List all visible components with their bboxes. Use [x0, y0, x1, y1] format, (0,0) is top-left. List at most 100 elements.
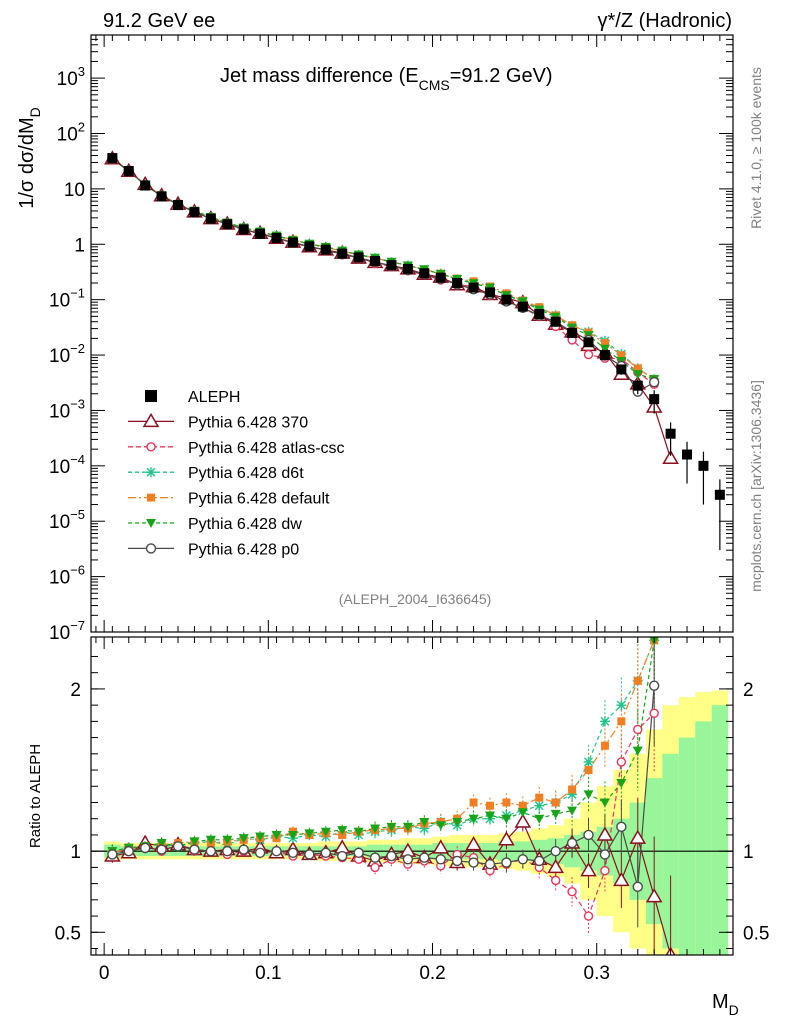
x-tick-label: 0.2 — [419, 963, 445, 984]
marker-circle — [147, 443, 155, 451]
data-point — [403, 264, 413, 274]
marker-star — [600, 716, 610, 726]
data-point — [157, 191, 167, 201]
marker-square — [502, 798, 510, 806]
marker-circle — [650, 709, 658, 717]
data-point — [304, 241, 314, 251]
analysis-id: (ALEPH_2004_I636645) — [339, 591, 492, 607]
marker-square — [470, 798, 478, 806]
series-line-ratio — [112, 713, 654, 916]
data-point — [239, 224, 249, 234]
marker-star — [584, 757, 594, 767]
chart-title-sub: CMS — [419, 77, 450, 93]
y-tick-label: 1 — [74, 235, 85, 256]
data-point — [189, 207, 199, 217]
marker-star — [616, 700, 626, 710]
y-tick-label: 10−7 — [49, 618, 85, 644]
x-axis-label-main: M — [712, 991, 729, 1013]
marker-open-circle — [633, 882, 642, 891]
data-point — [452, 278, 462, 288]
marker-open-circle — [617, 822, 626, 831]
ratio-tick-label-left: 1 — [70, 842, 81, 863]
series-markers-top — [107, 154, 659, 384]
marker-circle — [585, 912, 593, 920]
data-point — [698, 461, 708, 471]
jet-mass-chart: 0 0.1 0.2 0.310310210110−110−210−310−410−51… — [0, 0, 786, 1024]
data-point — [469, 283, 479, 293]
ratio-tick-label-right: 0.5 — [743, 923, 769, 944]
marker-circle — [371, 863, 379, 871]
data-point — [321, 245, 331, 255]
marker-square — [634, 677, 642, 685]
marker-square — [147, 494, 155, 502]
marker-square — [617, 717, 625, 725]
marker-open-circle — [338, 852, 347, 861]
marker-star — [146, 467, 156, 477]
marker-open-circle — [141, 843, 150, 852]
data-point — [255, 229, 265, 239]
data-point — [534, 309, 544, 319]
legend-label: Pythia 6.428 d6t — [188, 465, 304, 482]
data-point — [584, 337, 594, 347]
series-markers-top — [108, 154, 659, 396]
rivet-label: Rivet 4.1.0, ≥ 100k events — [748, 67, 764, 229]
series-line-top — [112, 159, 654, 385]
marker-open-circle — [502, 858, 511, 867]
marker-star — [534, 801, 544, 811]
marker-circle — [617, 758, 625, 766]
ratio-tick-label-left: 2 — [70, 680, 81, 701]
data-point — [272, 233, 282, 243]
x-axis-label-sub: D — [729, 1002, 739, 1018]
legend-label: ALEPH — [188, 389, 240, 406]
marker-open-circle — [650, 378, 659, 387]
ratio-tick-label-left: 0.5 — [55, 923, 81, 944]
x-axis-label: MD — [712, 991, 739, 1018]
data-point — [518, 302, 528, 312]
marker-open-circle — [485, 860, 494, 869]
y-tick-label: 10−1 — [49, 286, 85, 312]
series-line-top — [112, 159, 654, 392]
data-point — [288, 237, 298, 247]
legend-entry: Pythia 6.428 atlas-csc — [128, 440, 345, 457]
legend-entry: Pythia 6.428 p0 — [128, 541, 299, 558]
y-tick-label: 10−6 — [49, 563, 85, 589]
marker-circle — [585, 351, 593, 359]
marker-open-circle — [288, 848, 297, 857]
marker-square — [486, 802, 494, 810]
marker-open-circle — [206, 847, 215, 856]
marker-open-circle — [584, 830, 593, 839]
marker-open-circle — [436, 855, 445, 864]
data-point — [354, 252, 364, 262]
marker-open-circle — [420, 853, 429, 862]
marker-open-circle — [305, 850, 314, 859]
data-point — [633, 381, 643, 391]
data-point — [222, 219, 232, 229]
marker-open-circle — [600, 850, 609, 859]
chart-title-main: Jet mass difference (E — [220, 65, 419, 87]
header-left: 91.2 GeV ee — [103, 10, 215, 32]
marker-open-circle — [551, 847, 560, 856]
marker-open-circle — [535, 856, 544, 865]
series-line-top — [112, 159, 670, 458]
legend-label: Pythia 6.428 default — [188, 491, 330, 508]
marker-square — [552, 798, 560, 806]
ratio-tick-label-right: 1 — [743, 842, 754, 863]
legend-label: Pythia 6.428 atlas-csc — [188, 440, 345, 457]
marker-triangle — [144, 414, 158, 426]
series-markers-ratio — [108, 709, 658, 920]
marker-open-circle — [568, 839, 577, 848]
data-point — [485, 287, 495, 297]
legend: ALEPH Pythia 6.428 370 Pythia 6.428 atlas-… — [128, 389, 345, 558]
marker-square — [601, 742, 609, 750]
data-point — [551, 317, 561, 327]
y-tick-label: 102 — [57, 119, 85, 145]
data-point — [124, 166, 134, 176]
legend-entry: Pythia 6.428 dw — [128, 516, 302, 533]
legend-label: Pythia 6.428 370 — [188, 414, 308, 431]
data-point — [715, 490, 725, 500]
y-tick-label: 10 — [64, 180, 85, 201]
chart-title: Jet mass difference (ECMS=91.2 GeV) — [220, 65, 553, 93]
y-tick-label: 103 — [57, 64, 85, 90]
marker-open-circle — [174, 842, 183, 851]
marker-open-circle — [272, 847, 281, 856]
